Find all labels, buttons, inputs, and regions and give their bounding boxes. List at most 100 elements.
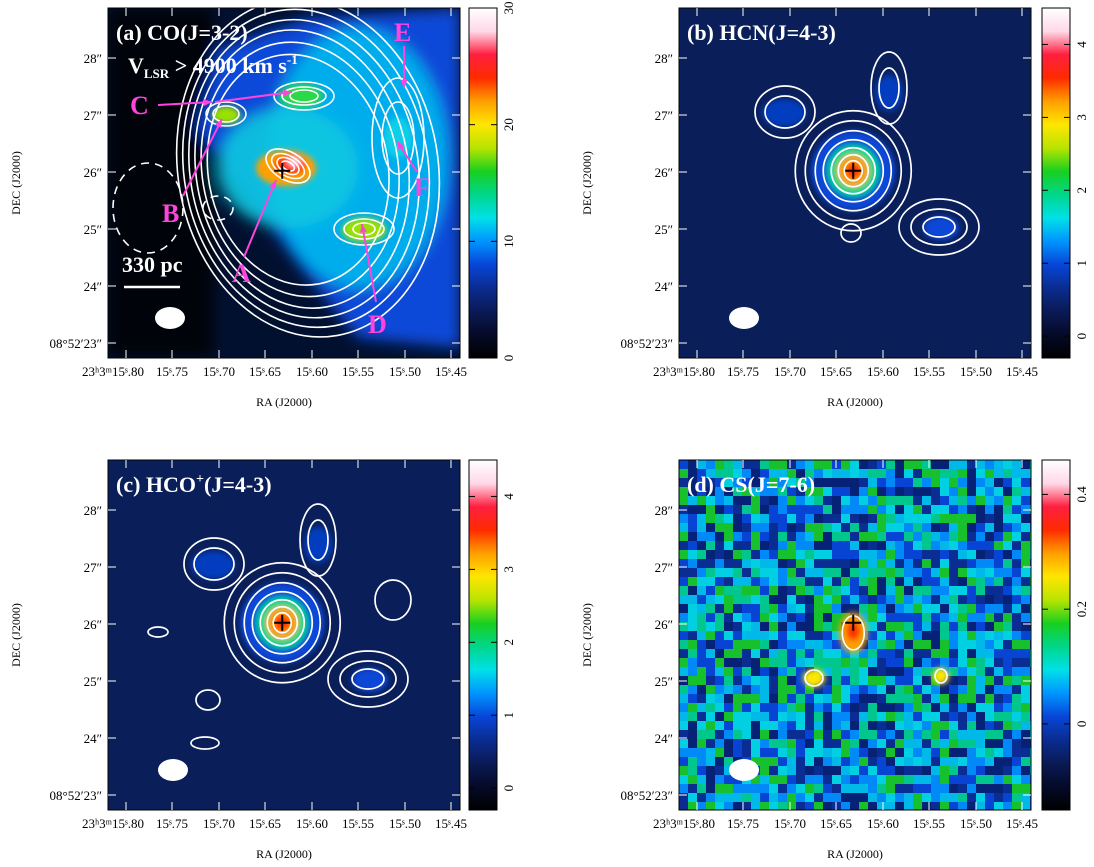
colorbar-tick-label: 20 bbox=[501, 118, 516, 131]
y-tick-label: 24″ bbox=[84, 279, 102, 294]
y-tick-label: 27″ bbox=[655, 560, 673, 575]
panel-title: (c) HCO+(J=4-3) bbox=[116, 472, 272, 497]
x-tick-label: 15ˢ.75 bbox=[727, 816, 759, 831]
x-tick-label: 23ʰ3ᵐ15ˢ.80 bbox=[653, 364, 715, 379]
x-tick-label: 15ˢ.70 bbox=[203, 816, 235, 831]
panel-c: (c) HCO+(J=4-3) 23ʰ3ᵐ15ˢ.80 15ˢ.75 15ˢ.70 15… bbox=[9, 459, 516, 861]
y-tick-label: 28″ bbox=[655, 503, 673, 518]
panel-title: (a) CO(J=3-2) bbox=[116, 20, 248, 45]
x-tick-label: 15ˢ.70 bbox=[774, 816, 806, 831]
map-c: (c) HCO+(J=4-3) bbox=[108, 460, 460, 810]
x-tick-label: 23ʰ3ᵐ15ˢ.80 bbox=[653, 816, 715, 831]
x-tick-label: 15ˢ.45 bbox=[435, 816, 467, 831]
x-tick-label: 15ˢ.55 bbox=[342, 364, 374, 379]
y-tick-label: 26″ bbox=[84, 617, 102, 632]
x-axis-label: RA (J2000) bbox=[827, 395, 883, 409]
beam-ellipse bbox=[729, 759, 759, 781]
annotation-F: F bbox=[414, 173, 430, 202]
colorbar-tick-label: 0.2 bbox=[1074, 601, 1089, 617]
contours-c bbox=[147, 503, 412, 750]
x-tick-label: 23ʰ3ᵐ15ˢ.80 bbox=[82, 364, 144, 379]
x-tick-label: 15ˢ.75 bbox=[156, 816, 188, 831]
y-tick-label: 27″ bbox=[84, 108, 102, 123]
x-tick-label: 15ˢ.60 bbox=[296, 816, 328, 831]
colorbar-tick-label: 4 bbox=[501, 493, 516, 500]
x-tick-label: 15ˢ.65 bbox=[249, 816, 281, 831]
velocity-label: VLSR > 4900 km s-1 bbox=[128, 52, 298, 81]
colorbar-tick-label: 10 bbox=[501, 235, 516, 248]
annotation-E: E bbox=[394, 18, 411, 47]
map-a: 330 pc (a) CO(J=3-2) VLSR > 4900 km s-1 bbox=[108, 8, 460, 358]
y-axis-label: DEC (J2000) bbox=[9, 603, 23, 667]
y-tick-label: 24″ bbox=[655, 731, 673, 746]
x-tick-label: 15ˢ.65 bbox=[249, 364, 281, 379]
colorbar-a: 0 10 20 30 bbox=[468, 2, 516, 362]
y-tick-label: 28″ bbox=[84, 51, 102, 66]
y-tick-label: 27″ bbox=[655, 108, 673, 123]
colorbar-b: 0 1 2 3 4 bbox=[1041, 7, 1089, 359]
x-tick-label: 15ˢ.70 bbox=[774, 364, 806, 379]
x-tick-label: 15ˢ.65 bbox=[820, 364, 852, 379]
y-tick-label: 28″ bbox=[655, 51, 673, 66]
colorbar-tick-label: 30 bbox=[501, 2, 516, 15]
colorbar-tick-label: 1 bbox=[1074, 260, 1089, 267]
colorbar-tick-label: 0 bbox=[1074, 721, 1089, 728]
y-tick-label: 25″ bbox=[84, 222, 102, 237]
x-tick-label: 15ˢ.50 bbox=[960, 816, 992, 831]
scale-bar-label: 330 pc bbox=[122, 252, 183, 277]
y-axis-label: DEC (J2000) bbox=[580, 603, 594, 667]
y-axis-label: DEC (J2000) bbox=[580, 151, 594, 215]
colorbar-tick-label: 0.4 bbox=[1074, 486, 1089, 503]
beam-ellipse bbox=[158, 759, 188, 781]
y-tick-label: 08°52′23″ bbox=[50, 788, 102, 803]
colorbar-tick-label: 2 bbox=[501, 639, 516, 646]
x-tick-label: 15ˢ.45 bbox=[435, 364, 467, 379]
panel-b: (b) HCN(J=4-3) 23ʰ3ᵐ15ˢ.80 15ˢ.75 15ˢ.70 15ˢ… bbox=[580, 7, 1089, 409]
y-tick-label: 08°52′23″ bbox=[50, 336, 102, 351]
annotation-A: A bbox=[232, 259, 251, 288]
annotation-D: D bbox=[368, 310, 387, 339]
x-tick-label: 15ˢ.45 bbox=[1006, 816, 1038, 831]
colorbar-tick-label: 0 bbox=[501, 785, 516, 792]
y-tick-label: 25″ bbox=[655, 222, 673, 237]
y-tick-label: 24″ bbox=[84, 731, 102, 746]
x-axis-label: RA (J2000) bbox=[256, 395, 312, 409]
x-tick-label: 15ˢ.60 bbox=[296, 364, 328, 379]
annotation-C: C bbox=[130, 91, 149, 120]
axis-labels-c: 23ʰ3ᵐ15ˢ.80 15ˢ.75 15ˢ.70 15ˢ.65 15ˢ.60 15ˢ.5… bbox=[9, 503, 467, 861]
beam-ellipse bbox=[155, 307, 185, 329]
x-tick-label: 23ʰ3ᵐ15ˢ.80 bbox=[82, 816, 144, 831]
x-tick-label: 15ˢ.55 bbox=[342, 816, 374, 831]
x-tick-label: 15ˢ.70 bbox=[203, 364, 235, 379]
contours-b bbox=[754, 51, 980, 256]
annotations: A B C D E F bbox=[130, 18, 430, 339]
y-tick-label: 26″ bbox=[655, 617, 673, 632]
colorbar-tick-label: 2 bbox=[1074, 187, 1089, 194]
colorbar-tick-label: 3 bbox=[1074, 114, 1089, 121]
x-tick-label: 15ˢ.75 bbox=[727, 364, 759, 379]
y-tick-label: 28″ bbox=[84, 503, 102, 518]
y-tick-label: 26″ bbox=[84, 165, 102, 180]
colorbar-tick-label: 3 bbox=[501, 566, 516, 573]
axis-labels-d: 23ʰ3ᵐ15ˢ.80 15ˢ.75 15ˢ.70 15ˢ.65 15ˢ.60 15ˢ.5… bbox=[580, 503, 1038, 861]
axis-labels-b: 23ʰ3ᵐ15ˢ.80 15ˢ.75 15ˢ.70 15ˢ.65 15ˢ.60 15ˢ.5… bbox=[580, 51, 1038, 409]
colorbar-tick-label: 0 bbox=[1074, 333, 1089, 340]
y-tick-label: 25″ bbox=[84, 674, 102, 689]
y-tick-label: 08°52′23″ bbox=[621, 788, 673, 803]
x-tick-label: 15ˢ.75 bbox=[156, 364, 188, 379]
x-tick-label: 15ˢ.60 bbox=[867, 816, 899, 831]
colorbar-tick-label: 0 bbox=[501, 355, 516, 362]
annotation-B: B bbox=[162, 199, 179, 228]
x-tick-label: 15ˢ.55 bbox=[913, 816, 945, 831]
y-tick-label: 24″ bbox=[655, 279, 673, 294]
colorbar-tick-label: 4 bbox=[1074, 41, 1089, 48]
beam-ellipse bbox=[729, 307, 759, 329]
x-tick-label: 15ˢ.50 bbox=[960, 364, 992, 379]
colorbar-c: 0 1 2 3 4 bbox=[468, 459, 516, 811]
map-d: (d) CS(J=7-6) bbox=[679, 460, 1031, 810]
axis-labels-a: 23ʰ3ᵐ15ˢ.80 15ˢ.75 15ˢ.70 15ˢ.65 15ˢ.60 15ˢ.5… bbox=[9, 51, 467, 409]
panel-title: (d) CS(J=7-6) bbox=[687, 472, 815, 497]
contours-a bbox=[175, 8, 441, 338]
panel-a: 330 pc (a) CO(J=3-2) VLSR > 4900 km s-1 A B C… bbox=[9, 2, 516, 410]
